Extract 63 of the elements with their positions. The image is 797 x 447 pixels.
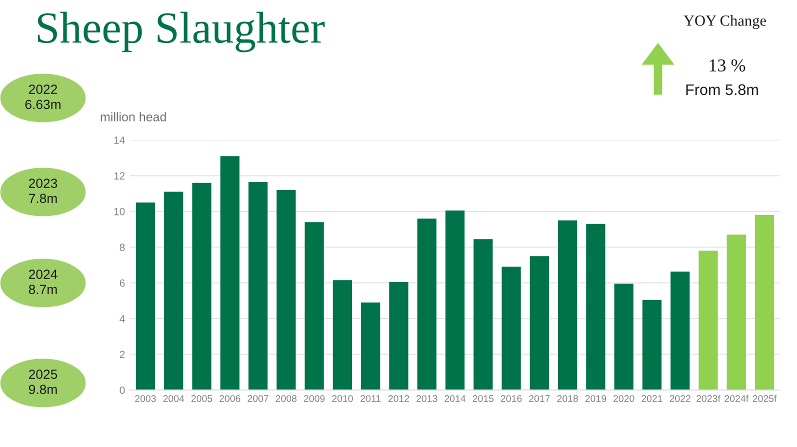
- y-tick-label: 2: [120, 350, 125, 358]
- bar: [136, 202, 156, 390]
- text: 2023 7.8m: [28, 178, 58, 204]
- x-tick-label: 2015: [472, 395, 494, 402]
- x-tick-label: 2018: [557, 395, 578, 402]
- text: From 5.8m: [686, 84, 758, 96]
- bar: [164, 192, 184, 390]
- bar: [726, 234, 746, 390]
- text: YOY Change: [684, 15, 766, 29]
- bar: [445, 210, 465, 390]
- x-tick-label: 2012: [388, 395, 410, 402]
- bar: [417, 218, 436, 390]
- bar: [220, 156, 240, 390]
- bar: [276, 190, 296, 390]
- bar: [586, 224, 606, 390]
- x-tick-label: 2019: [585, 395, 606, 402]
- x-tick-label: 2011: [360, 395, 381, 402]
- text: 2022 6.63m: [25, 84, 60, 110]
- bar: [642, 300, 662, 390]
- bar: [248, 182, 268, 390]
- bar: [502, 266, 521, 390]
- chart-title: Sheep Slaughter: [38, 12, 325, 52]
- y-tick-label: 14: [114, 136, 125, 144]
- y-tick-label: 10: [114, 208, 125, 216]
- bar: [670, 272, 690, 390]
- x-tick-label: 2013: [416, 395, 438, 402]
- bar: [192, 182, 212, 390]
- y-tick-label: 0: [120, 386, 125, 394]
- y-tick-label: 12: [114, 172, 125, 180]
- x-tick-label: 2021: [642, 395, 662, 402]
- bar: [332, 280, 352, 390]
- x-tick-label: 2016: [500, 395, 522, 402]
- y-tick-label: 8: [120, 244, 125, 252]
- x-tick-label: 2004: [163, 395, 184, 402]
- x-tick-label: 2005: [191, 395, 212, 402]
- bar: [389, 282, 408, 390]
- x-tick-label: 2023f: [696, 394, 720, 402]
- y-tick-label: 6: [120, 279, 125, 287]
- text: 2025 9.8m: [28, 370, 58, 394]
- x-tick-label: 2025f: [752, 394, 777, 402]
- x-tick-label: 2008: [276, 395, 297, 402]
- y-tick-label: 4: [120, 315, 125, 322]
- bar: [361, 302, 380, 390]
- x-tick-label: 2014: [444, 395, 466, 402]
- x-tick-label: 2006: [220, 395, 240, 402]
- bar: [558, 220, 578, 390]
- bar: [474, 239, 493, 390]
- x-tick-label: 2022: [670, 395, 690, 402]
- bar: [304, 222, 324, 390]
- bar: [530, 256, 549, 390]
- bar: [698, 250, 718, 390]
- x-tick-label: 2017: [529, 395, 550, 402]
- x-tick-label: 2024f: [724, 394, 749, 402]
- bar: [754, 215, 774, 390]
- bar: [614, 284, 634, 390]
- y-axis-title: million head: [100, 112, 166, 122]
- x-tick-label: 2009: [304, 395, 325, 402]
- text: 2024 8.7m: [28, 270, 58, 294]
- x-tick-label: 2003: [135, 395, 156, 402]
- x-tick-label: 2020: [614, 395, 634, 402]
- x-tick-label: 2007: [248, 395, 268, 402]
- text: 13 %: [710, 59, 746, 72]
- x-tick-label: 2010: [332, 395, 353, 402]
